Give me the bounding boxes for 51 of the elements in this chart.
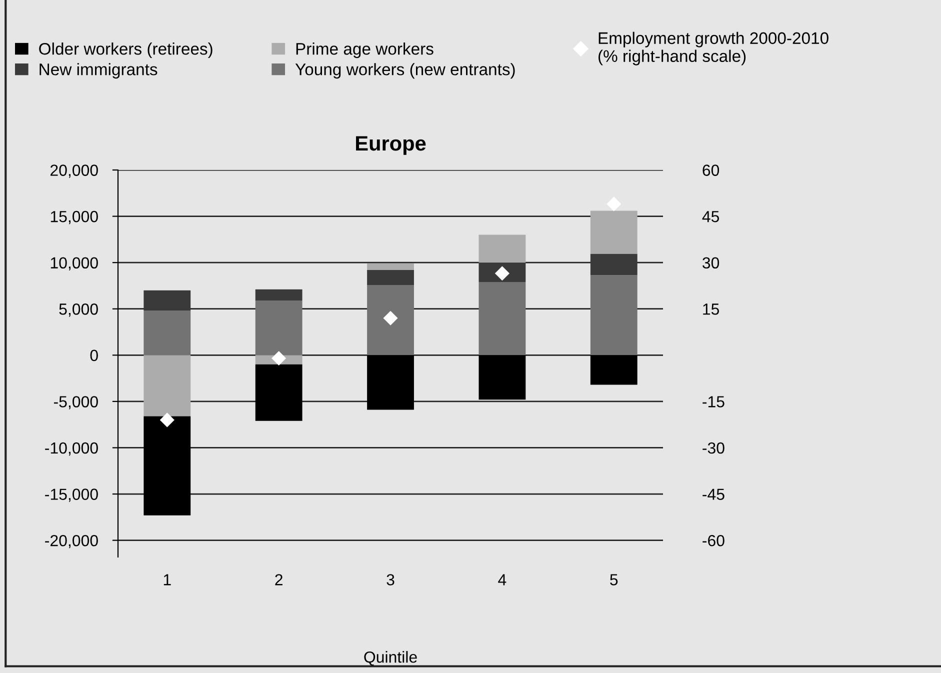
y2-tick-label: 45 <box>702 211 720 222</box>
bar <box>367 355 414 410</box>
legend-label: Employment growth 2000-2010 (% right-hand scale) <box>598 32 828 66</box>
bar <box>255 300 302 356</box>
bar <box>590 355 638 385</box>
bar <box>590 275 638 356</box>
bar <box>590 254 638 276</box>
bar <box>144 310 191 356</box>
x-axis-title: Quintile <box>364 651 417 666</box>
y-tick-label: 5,000 <box>59 304 98 317</box>
x-tick-label: 5 <box>610 574 618 586</box>
y-tick-label: 10,000 <box>50 257 98 270</box>
x-tick-label: 4 <box>498 574 506 586</box>
y2-tick-label: -45 <box>702 488 724 500</box>
x-tick-label: 3 <box>386 574 394 586</box>
point <box>272 350 286 366</box>
bar <box>478 234 526 263</box>
legend-label: Young workers (new entrants) <box>295 63 515 79</box>
point <box>606 196 622 212</box>
bar <box>144 355 191 416</box>
bar <box>367 285 414 356</box>
bar <box>255 364 302 421</box>
legend-label: Prime age workers <box>296 42 434 58</box>
bar <box>255 289 302 301</box>
y-tick-label: -5,000 <box>54 396 98 410</box>
y-tick-label: 20,000 <box>50 164 98 178</box>
point <box>383 310 398 326</box>
y-tick-label: -20,000 <box>45 534 98 548</box>
y-tick-label: 15,000 <box>50 210 98 224</box>
bar <box>367 264 414 270</box>
bar <box>367 270 414 286</box>
x-tick-label: 2 <box>275 574 282 586</box>
bar <box>478 282 526 356</box>
y2-tick-label: 60 <box>702 164 720 176</box>
point <box>160 412 174 428</box>
y-tick-label: 0 <box>90 350 98 362</box>
bar <box>590 210 638 254</box>
bar <box>144 290 191 311</box>
bar <box>478 355 526 400</box>
y-tick-label: -15,000 <box>45 488 98 502</box>
legend-label: Older workers (retirees) <box>39 42 212 58</box>
y-tick-label: -10,000 <box>45 442 98 456</box>
y2-tick-label: 15 <box>703 304 720 315</box>
bar <box>144 416 191 516</box>
chart-title: Europe <box>356 136 426 155</box>
x-tick-label: 1 <box>164 574 171 586</box>
y2-tick-label: 30 <box>702 257 720 269</box>
legend-label: New immigrants <box>40 63 158 79</box>
y2-tick-label: -30 <box>702 442 724 454</box>
y2-tick-label: -15 <box>702 396 724 408</box>
y2-tick-label: -60 <box>702 534 724 546</box>
